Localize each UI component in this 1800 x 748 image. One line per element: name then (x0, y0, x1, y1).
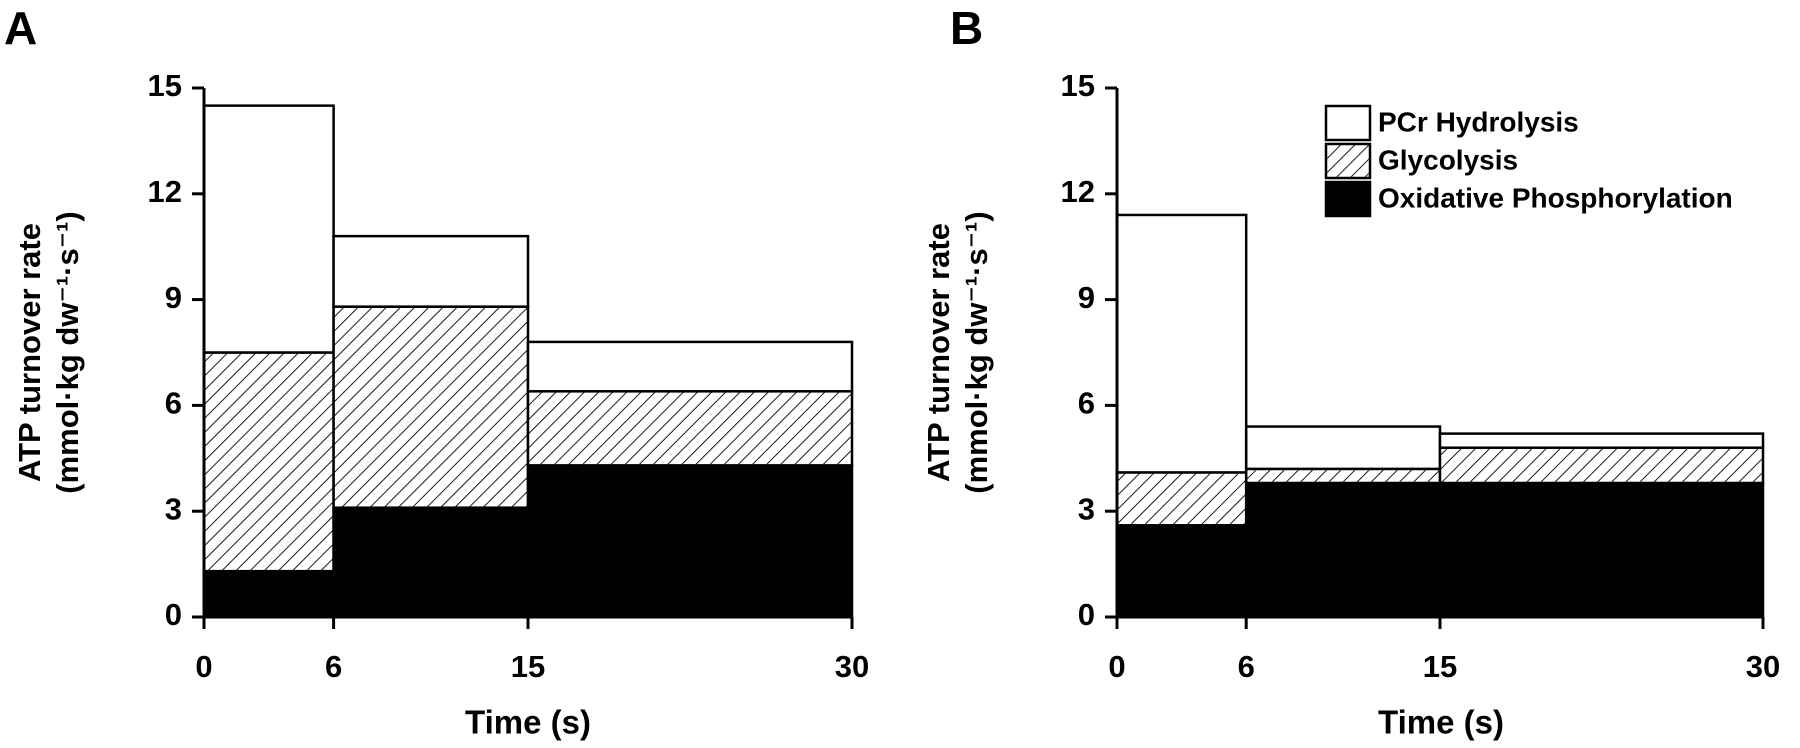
y-tick-label: 3 (1078, 491, 1095, 526)
y-axis-label: (mmol·kg dw⁻¹·s⁻¹) (50, 211, 85, 493)
y-axis-label: ATP turnover rate (921, 223, 956, 482)
y-axis-label: (mmol·kg dw⁻¹·s⁻¹) (959, 211, 994, 493)
y-tick-label: 0 (165, 597, 182, 632)
bar-segment (1244, 425, 1442, 471)
y-tick-label: 0 (1078, 597, 1095, 632)
panel-title: B (950, 2, 983, 54)
x-tick-label: 15 (1423, 649, 1457, 684)
y-tick-label: 12 (1061, 174, 1095, 209)
x-tick-label: 6 (1238, 649, 1255, 684)
x-axis-label: Time (s) (465, 704, 591, 741)
bar-segment (332, 305, 530, 509)
y-tick-label: 12 (148, 174, 182, 209)
bar-segment (526, 464, 854, 619)
legend-swatch (1324, 180, 1372, 218)
bar-segment (332, 234, 530, 308)
x-tick-label: 0 (1108, 649, 1125, 684)
bar-segment (526, 340, 854, 393)
x-tick-label: 30 (1746, 649, 1780, 684)
bar-segment (202, 569, 335, 619)
bar-segment (526, 390, 854, 467)
legend-label: Oxidative Phosphorylation (1378, 182, 1733, 213)
x-tick-label: 15 (511, 649, 545, 684)
x-tick-label: 6 (325, 649, 342, 684)
panel-title: A (4, 2, 37, 54)
x-tick-label: 0 (195, 649, 212, 684)
y-tick-label: 6 (1078, 386, 1095, 421)
legend-swatch (1324, 142, 1372, 180)
y-axis-label: ATP turnover rate (12, 223, 47, 482)
legend-swatch (1324, 104, 1372, 142)
bar-segment (1115, 213, 1248, 474)
y-tick-label: 15 (1061, 68, 1095, 103)
bar-segment (332, 506, 530, 619)
y-tick-label: 15 (148, 68, 182, 103)
bar-segment (1438, 446, 1765, 485)
bar-segment (202, 104, 335, 354)
bar-segment (1244, 481, 1442, 619)
legend-label: Glycolysis (1378, 144, 1518, 175)
x-axis-label: Time (s) (1378, 704, 1504, 741)
bar-segment (1115, 524, 1248, 619)
y-tick-label: 6 (165, 386, 182, 421)
legend-label: PCr Hydrolysis (1378, 106, 1579, 137)
y-tick-label: 9 (165, 280, 182, 315)
bar-segment (1438, 481, 1765, 619)
bar-segment (1244, 467, 1442, 485)
bar-segment (1115, 471, 1248, 527)
y-tick-label: 9 (1078, 280, 1095, 315)
bar-segment (1438, 432, 1765, 449)
y-tick-label: 3 (165, 491, 182, 526)
x-tick-label: 30 (835, 649, 869, 684)
bar-segment (202, 351, 335, 573)
